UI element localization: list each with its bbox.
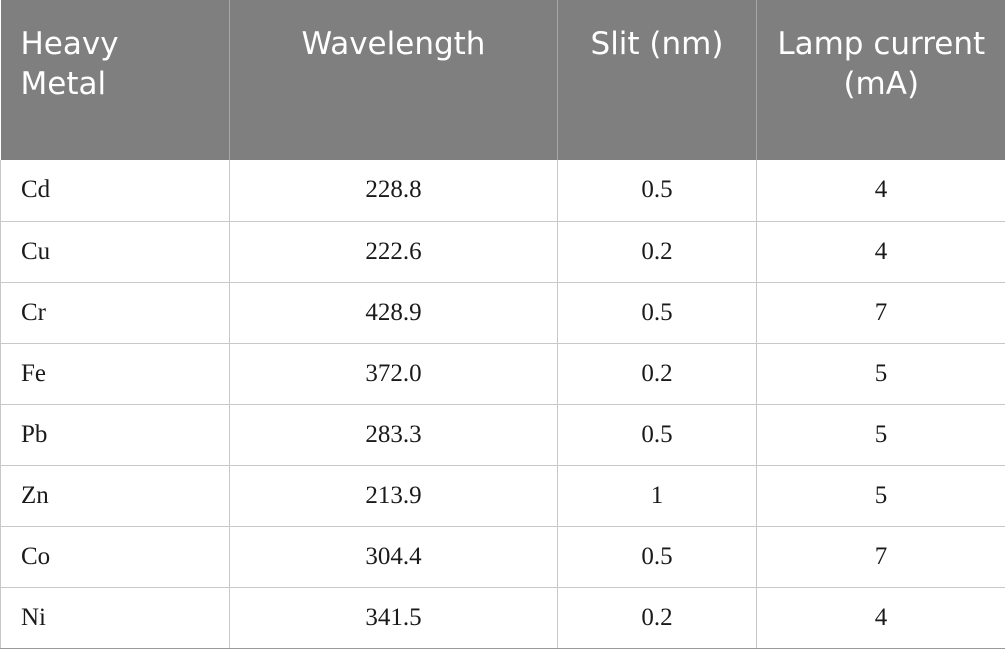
cell-lamp-current: 7 — [756, 282, 1005, 344]
header-slit: Slit (nm) — [557, 0, 757, 160]
cell-slit: 0.5 — [557, 160, 757, 222]
cell-wavelength: 283.3 — [229, 404, 558, 466]
cell-slit: 0.5 — [557, 526, 757, 588]
table-row: Cr 428.9 0.5 7 — [0, 282, 1005, 344]
cell-metal: Fe — [0, 343, 230, 405]
cell-lamp-current: 5 — [756, 404, 1005, 466]
cell-wavelength: 372.0 — [229, 343, 558, 405]
cell-metal: Zn — [0, 465, 230, 527]
cell-slit: 0.2 — [557, 587, 757, 649]
heavy-metal-parameters-table: Heavy Metal Wavelength Slit (nm) Lamp cu… — [0, 0, 1005, 649]
table-header: Heavy Metal Wavelength Slit (nm) Lamp cu… — [0, 0, 1005, 160]
cell-lamp-current: 5 — [756, 343, 1005, 405]
table-row: Ni 341.5 0.2 4 — [0, 587, 1005, 649]
header-lamp-current: Lamp current (mA) — [756, 0, 1005, 160]
cell-lamp-current: 4 — [756, 221, 1005, 283]
header-wavelength: Wavelength — [229, 0, 558, 160]
table-row: Zn 213.9 1 5 — [0, 465, 1005, 527]
table-row: Cu 222.6 0.2 4 — [0, 221, 1005, 283]
cell-slit: 1 — [557, 465, 757, 527]
table-row: Cd 228.8 0.5 4 — [0, 160, 1005, 222]
cell-wavelength: 428.9 — [229, 282, 558, 344]
cell-metal: Co — [0, 526, 230, 588]
cell-wavelength: 222.6 — [229, 221, 558, 283]
cell-slit: 0.2 — [557, 343, 757, 405]
cell-metal: Cr — [0, 282, 230, 344]
cell-wavelength: 304.4 — [229, 526, 558, 588]
header-heavy-metal: Heavy Metal — [0, 0, 230, 160]
cell-slit: 0.5 — [557, 404, 757, 466]
cell-metal: Cd — [0, 160, 230, 222]
cell-wavelength: 228.8 — [229, 160, 558, 222]
cell-metal: Pb — [0, 404, 230, 466]
cell-lamp-current: 4 — [756, 160, 1005, 222]
cell-wavelength: 213.9 — [229, 465, 558, 527]
header-row: Heavy Metal Wavelength Slit (nm) Lamp cu… — [0, 0, 1005, 160]
cell-metal: Cu — [0, 221, 230, 283]
table-row: Pb 283.3 0.5 5 — [0, 404, 1005, 466]
table-body: Cd 228.8 0.5 4 Cu 222.6 0.2 4 Cr 428.9 0… — [0, 160, 1005, 649]
cell-lamp-current: 4 — [756, 587, 1005, 649]
cell-metal: Ni — [0, 587, 230, 649]
table-row: Co 304.4 0.5 7 — [0, 526, 1005, 588]
cell-wavelength: 341.5 — [229, 587, 558, 649]
cell-lamp-current: 5 — [756, 465, 1005, 527]
cell-slit: 0.5 — [557, 282, 757, 344]
cell-lamp-current: 7 — [756, 526, 1005, 588]
cell-slit: 0.2 — [557, 221, 757, 283]
table-row: Fe 372.0 0.2 5 — [0, 343, 1005, 405]
